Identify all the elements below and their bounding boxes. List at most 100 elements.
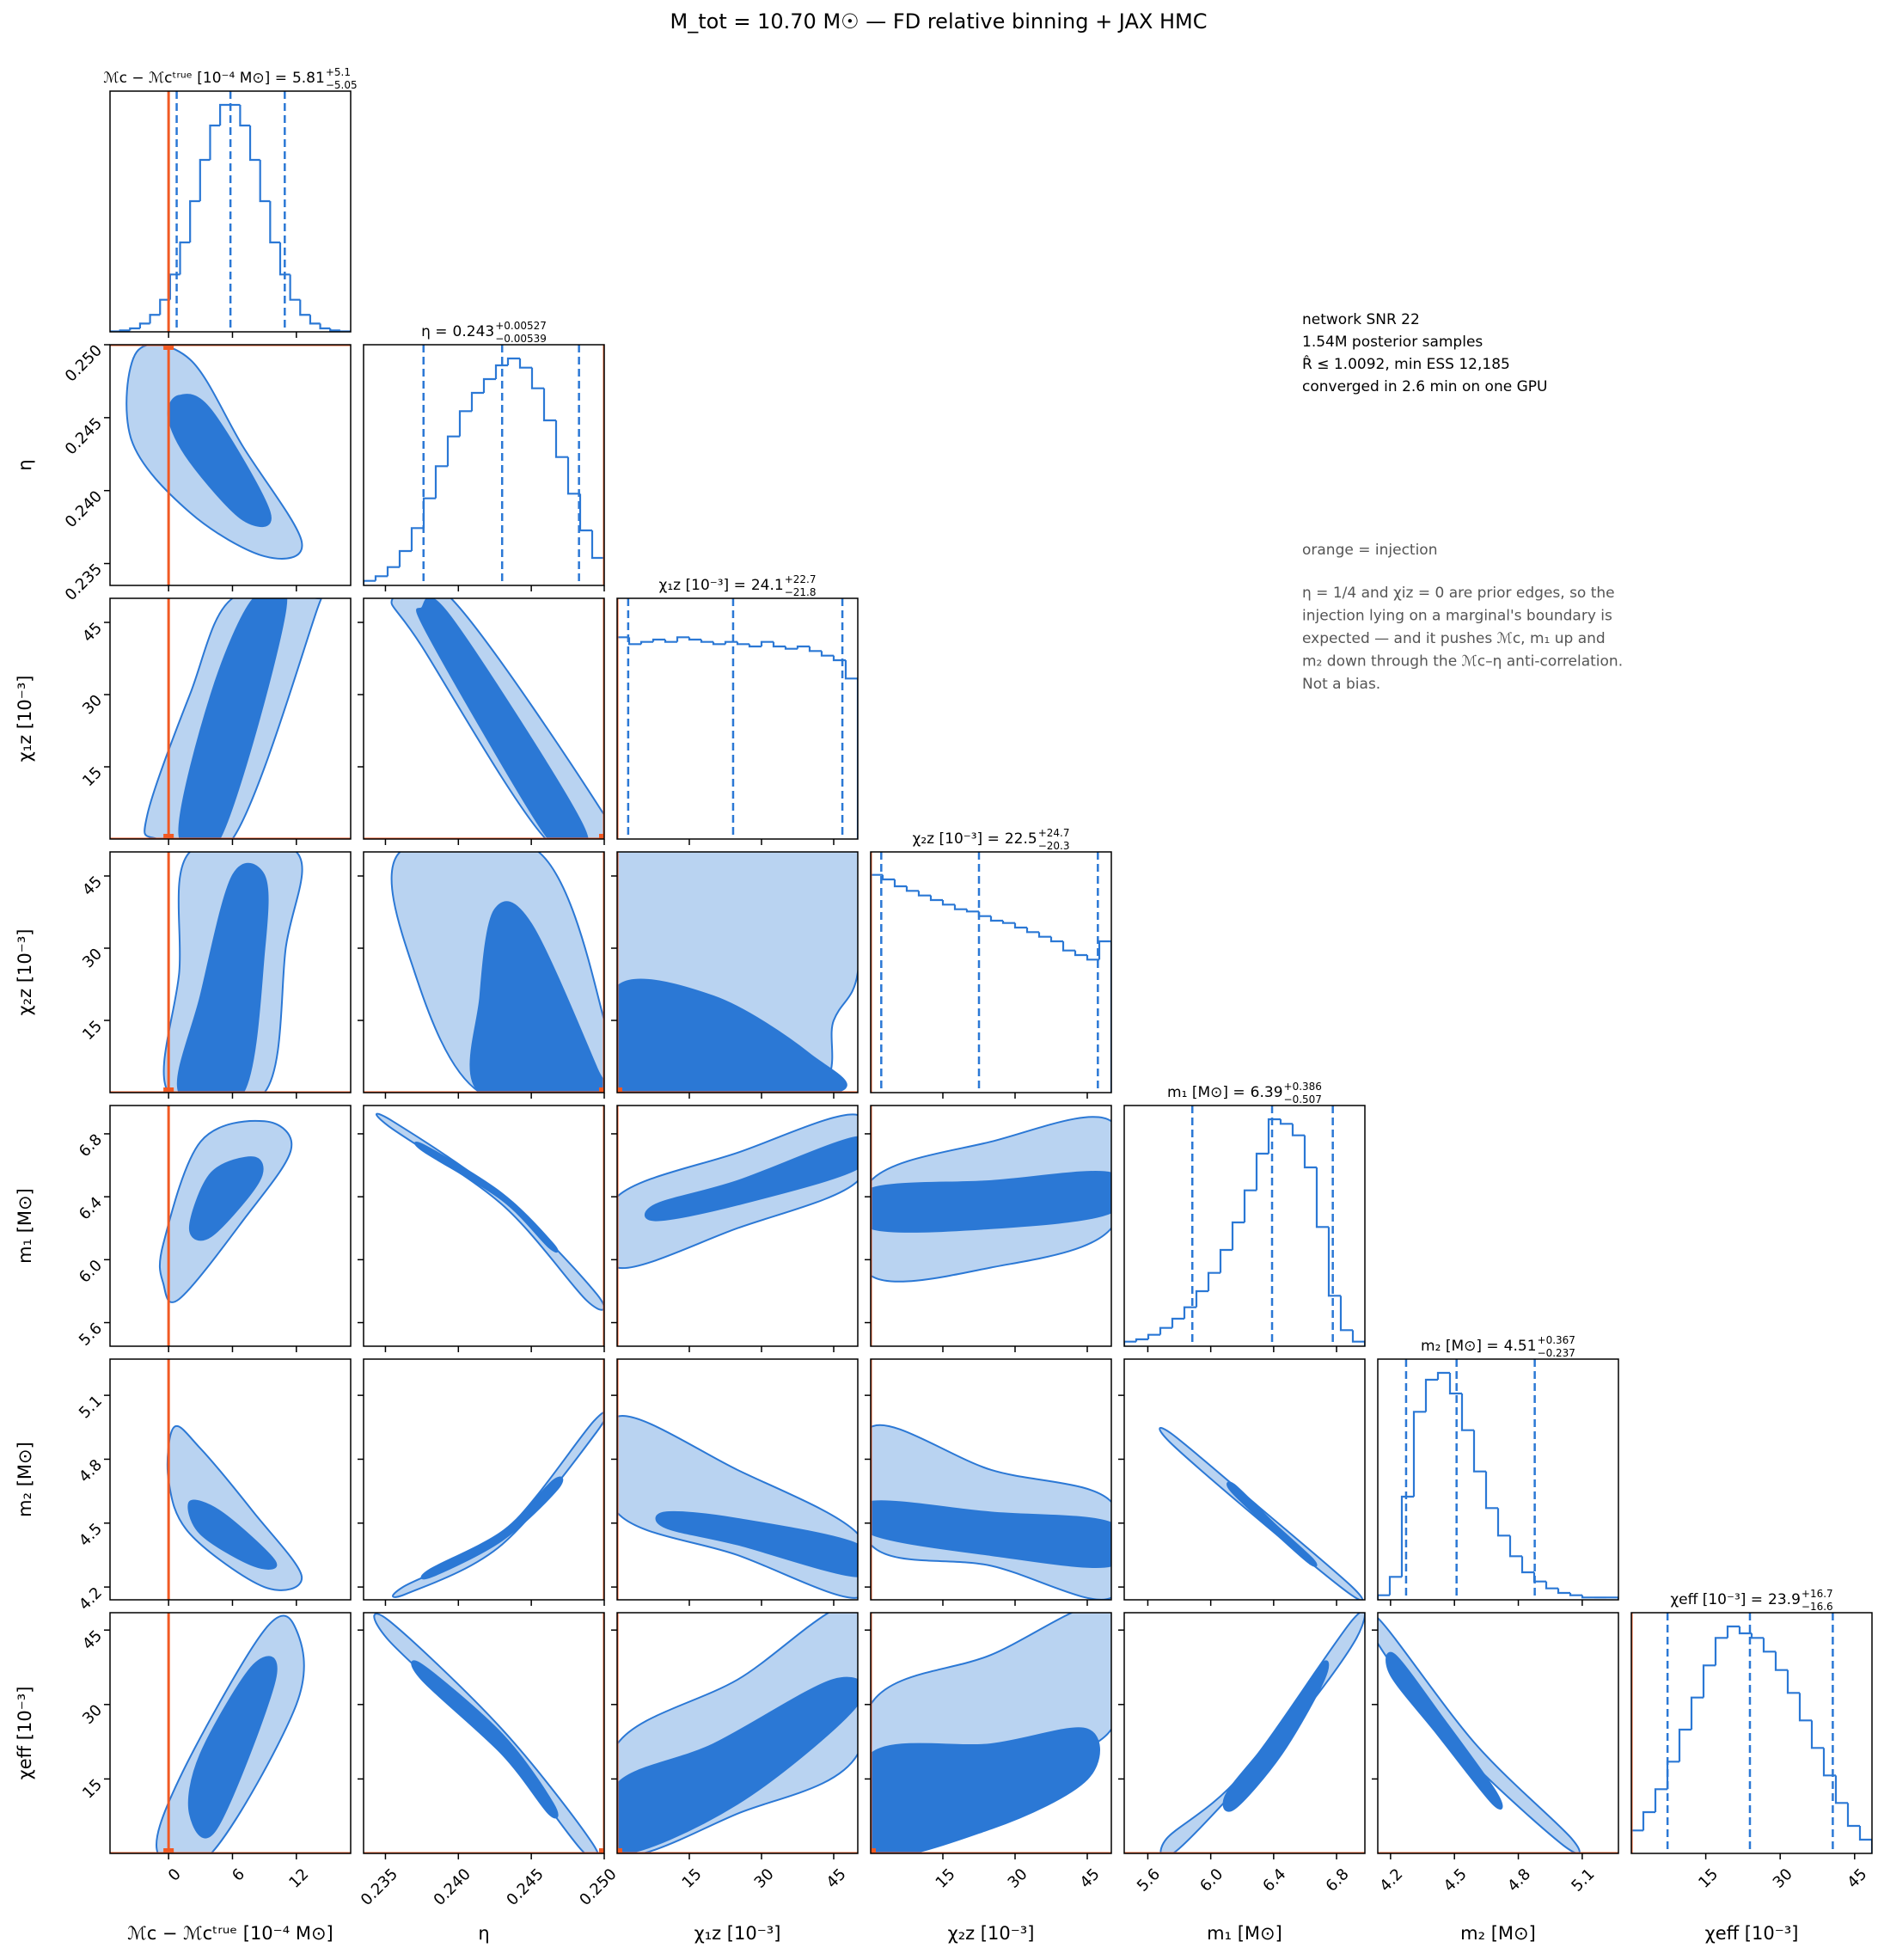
x-tick-label: 45 [1077,1865,1104,1892]
contour-inner [414,1141,559,1253]
hist-bin [1291,1124,1305,1136]
hist-bin [422,497,436,529]
panel-title-label: m₁ [M⊙] = [1167,1084,1245,1101]
injection-marker [617,1087,622,1093]
panel-frame [1377,1612,1619,1854]
hist-bin [1412,1411,1426,1497]
panel-title-err-plus: +16.7 [1802,1588,1833,1600]
panel [110,1613,351,1853]
hist-bin [189,199,200,242]
panel-frame [363,344,605,586]
hist-bin [784,646,798,650]
hist-bin [398,549,412,567]
hist-bin [1207,1271,1220,1291]
x-tick-label: 15 [933,1865,959,1892]
panel-title-err-plus: +0.00527 [495,320,547,332]
hist-bin [239,105,251,127]
panel [1378,1617,1618,1853]
injection-marker [599,1087,604,1093]
contour-inner [411,1660,559,1819]
hist-bin [917,891,931,897]
injection-marker [163,345,174,350]
hist-bin [410,527,424,551]
panel [1378,1359,1618,1600]
x-axis-label: m₂ [M⊙] [1460,1923,1536,1944]
panel-title-label: χ₁z [10⁻³] = [659,577,746,594]
hist-bin [1147,1333,1160,1339]
hist-bin [820,651,834,657]
y-tick-label: 0.235 [62,560,106,604]
contour-inner [469,901,604,1093]
hist-bin [1666,1761,1679,1790]
summary-text: converged in 2.6 min on one GPU [1302,378,1547,395]
summary-text: 1.54M posterior samples [1302,334,1483,351]
panel-frame [870,1612,1112,1854]
hist-bin [1810,1720,1824,1749]
panel [110,852,351,1093]
panel-title: m₁ [M⊙] = 6.39 +0.386−0.507 [1167,1081,1322,1106]
x-axis-label: ℳc − ℳcᵗʳᵘᵉ [10⁻⁴ M⊙] [127,1923,333,1944]
x-tick-label: 5.1 [1568,1865,1598,1896]
x-tick-label: 30 [1005,1865,1031,1892]
chart-title: M_tot = 10.70 M☉ — FD relative binning +… [670,9,1208,34]
contour-outer [1378,1617,1581,1853]
hist-bin [977,911,991,917]
hist-bin [1424,1378,1438,1412]
hist-bin [1061,941,1075,952]
panel-title: η = 0.243 +0.00527−0.00539 [421,320,547,345]
panel-title-err-minus: −0.237 [1538,1347,1575,1359]
injection-marker [599,834,604,839]
panel-title-label: m₂ [M⊙] = [1421,1338,1499,1355]
y-axis-label: m₁ [M⊙] [15,1188,35,1264]
hist-bin [278,242,291,276]
summary-text: network SNR 22 [1302,311,1420,328]
hist-bin [1400,1495,1414,1577]
hist-bin [1714,1637,1728,1666]
hist-bin [1231,1221,1245,1250]
hist-bin [736,641,749,646]
hist-bin [1267,1118,1281,1154]
x-tick-label: 45 [823,1865,850,1892]
hist-bin [1171,1317,1184,1328]
y-tick-label: 4.8 [76,1456,106,1486]
panel [871,1359,1111,1600]
panel-frame [616,597,859,840]
hist-bin [578,493,592,532]
panel [871,1106,1111,1346]
hist-bin [1388,1576,1402,1596]
hist-bin [748,644,762,648]
panel [364,1613,604,1853]
contour-inner [644,1136,858,1222]
hist-bin [119,329,131,332]
panel-frame [870,1105,1112,1347]
panel-title-err-plus: +0.386 [1284,1081,1322,1093]
panel-title-median: 22.5 [1005,830,1037,848]
panel-title-median: 5.81 [292,70,325,87]
hist-bin [1098,940,1111,1093]
hist-bin [1159,1326,1172,1335]
contour-inner [617,1676,858,1853]
y-tick-label: 0.240 [62,487,106,531]
panel [110,598,351,839]
hist-bin [289,274,301,301]
panel-title: ℳc − ℳcᵗʳᵘᵉ [10⁻⁴ M⊙] = 5.81 +5.1−5.05 [103,66,357,91]
panel-frame [616,1358,859,1601]
hist-bin [518,358,532,369]
hist-bin [1037,932,1051,938]
panel [364,598,604,839]
hist-bin [989,916,1003,922]
note-text: expected — and it pushes ℳc, m₁ up and [1302,630,1606,647]
panel [617,1106,858,1346]
hist-bin [309,315,321,325]
x-tick-label: 30 [1770,1865,1796,1892]
panel-frame [1123,1105,1366,1347]
hist-bin [844,660,858,839]
hist-bin [209,124,221,160]
hist-bin [1484,1471,1498,1510]
panel-frame [363,851,605,1093]
hist-bin [1183,1306,1196,1319]
hist-bin [760,640,774,646]
hist-bin [364,579,376,585]
panel-title: χ₁z [10⁻³] = 24.1 +22.7−21.8 [659,573,817,598]
